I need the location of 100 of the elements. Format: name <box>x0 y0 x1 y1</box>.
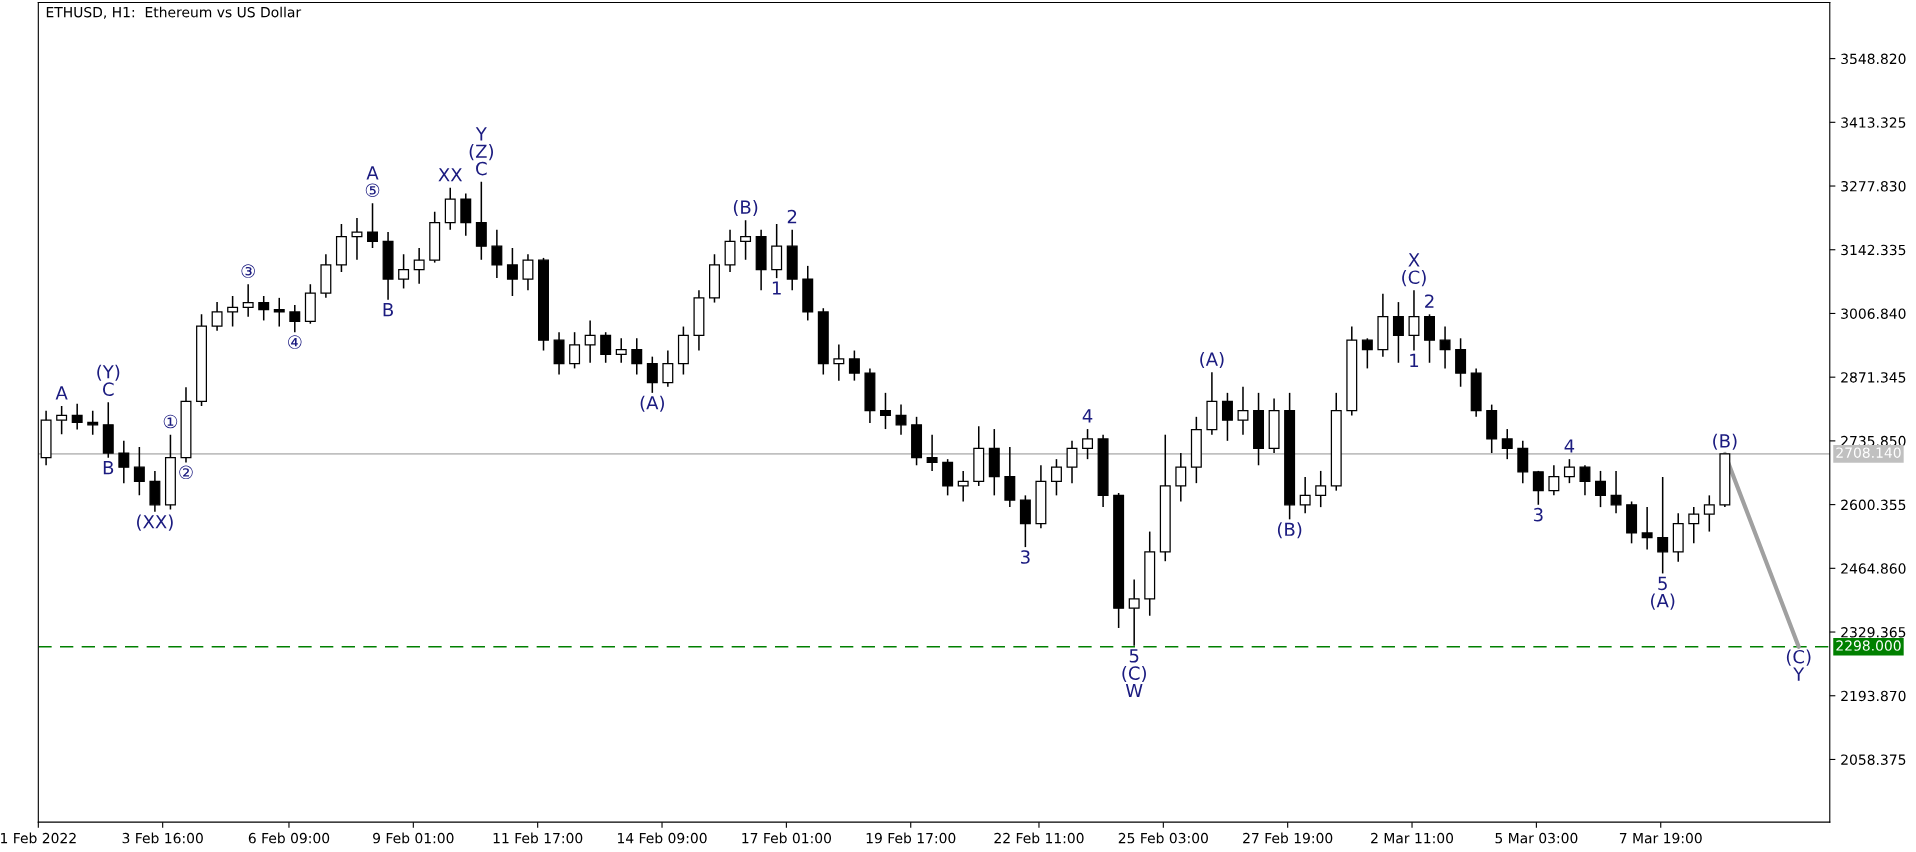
candlestick <box>460 192 472 237</box>
annotation: (B) <box>733 200 758 217</box>
candlestick <box>258 295 270 322</box>
annotation: ⑤ <box>365 183 380 197</box>
x-tick-label: 5 Mar 03:00 <box>1495 832 1578 844</box>
candlestick <box>1455 337 1467 388</box>
x-tick-label: 7 Mar 19:00 <box>1619 832 1702 844</box>
candlestick <box>553 331 565 376</box>
y-tick-label: 3142.335 <box>1841 244 1906 256</box>
annotation: 2 <box>787 209 797 224</box>
annotation: (Z) <box>469 144 494 161</box>
candlestick <box>475 180 487 261</box>
x-tick-label: 3 Feb 16:00 <box>122 832 203 844</box>
candlestick <box>926 433 938 472</box>
candlestick <box>740 219 752 261</box>
annotation: (C) <box>1402 270 1426 287</box>
x-tick-label: 27 Feb 19:00 <box>1243 832 1333 844</box>
candlestick <box>662 349 674 388</box>
y-tick-label: 3413.325 <box>1841 117 1906 128</box>
candlestick <box>149 470 161 513</box>
candlestick <box>569 331 581 370</box>
ref-line-label: 2708.140 <box>1836 447 1901 458</box>
candlestick <box>1501 428 1513 460</box>
candlestick <box>942 458 954 497</box>
candlestick <box>1128 578 1140 647</box>
candlestick <box>1439 325 1451 370</box>
candlestick <box>133 446 145 497</box>
annotation: 1 <box>1410 353 1419 368</box>
y-tick-label: 2464.860 <box>1841 563 1906 574</box>
y-tick-label: 2193.870 <box>1841 690 1906 702</box>
y-tick-label: 2058.375 <box>1841 754 1906 765</box>
candlestick <box>833 343 845 382</box>
candlestick <box>506 247 518 297</box>
candlestick <box>895 403 907 436</box>
annotation: B <box>383 303 393 317</box>
candlestick <box>1657 476 1669 575</box>
candlestick <box>1237 385 1249 436</box>
candlestick <box>1517 440 1529 484</box>
x-tick-label: 25 Feb 03:00 <box>1118 832 1208 844</box>
candlestick <box>1392 301 1404 364</box>
y-tick-label: 2600.355 <box>1841 499 1906 511</box>
annotation: Y <box>475 127 487 141</box>
candlestick <box>367 202 379 249</box>
candlestick <box>118 440 130 484</box>
annotation: ③ <box>241 264 255 278</box>
annotation: 3 <box>1021 550 1030 564</box>
annotation: (A) <box>640 395 664 412</box>
candlestick <box>351 217 363 261</box>
candlestick <box>631 337 643 376</box>
candlestick <box>1424 313 1436 364</box>
annotation: 5 <box>1658 576 1667 591</box>
annotation: (B) <box>1277 522 1302 539</box>
candlestick <box>398 253 410 290</box>
y-tick-label: 2871.345 <box>1841 372 1906 383</box>
x-tick-label: 11 Feb 17:00 <box>493 832 583 844</box>
x-tick-label: 14 Feb 09:00 <box>618 832 707 844</box>
annotation: 5 <box>1129 649 1139 663</box>
candlestick <box>600 331 612 364</box>
annotation: (Y) <box>97 364 120 381</box>
candlestick <box>1610 470 1622 514</box>
x-tick-label: 22 Feb 11:00 <box>994 832 1084 844</box>
candlestick <box>1004 446 1016 508</box>
candlestick <box>1595 470 1606 508</box>
x-tick-label: 9 Feb 01:00 <box>373 832 454 844</box>
candlestick <box>957 470 969 503</box>
x-tick-label: 1 Feb 2022 <box>1 832 76 844</box>
candlestick <box>227 295 239 328</box>
candlestick <box>56 405 68 435</box>
annotation: 1 <box>772 281 781 295</box>
candlestick <box>646 355 658 394</box>
annotation: 4 <box>1082 409 1093 423</box>
annotation: (B) <box>1713 433 1737 450</box>
annotation: C <box>102 382 114 396</box>
annotation: A <box>55 386 68 400</box>
annotation: B <box>103 461 114 475</box>
candlestick <box>1019 494 1031 548</box>
candlestick <box>615 337 627 364</box>
candlestick <box>273 297 285 328</box>
candlestick <box>1175 452 1187 503</box>
annotation: ① <box>163 414 178 429</box>
x-tick-label: 19 Feb 17:00 <box>866 832 956 844</box>
candlestick <box>1050 458 1062 497</box>
annotation: 3 <box>1533 507 1543 522</box>
candlestick <box>584 319 596 364</box>
candlestick <box>879 392 891 430</box>
candlestick <box>724 228 736 273</box>
candlestick <box>413 247 425 285</box>
candlestick <box>1082 428 1094 460</box>
candlestick <box>1563 458 1575 484</box>
annotation: X <box>1408 253 1420 267</box>
candlestick <box>444 187 456 231</box>
candlestick <box>71 402 83 431</box>
candlestick <box>1532 470 1544 506</box>
candlestick <box>1548 464 1560 497</box>
candlestick <box>1641 506 1653 551</box>
y-tick-label: 3548.820 <box>1841 53 1906 65</box>
candlestick <box>1408 289 1420 352</box>
annotation: ② <box>179 465 193 480</box>
candlestick <box>491 228 503 279</box>
annotation: ④ <box>288 335 302 349</box>
